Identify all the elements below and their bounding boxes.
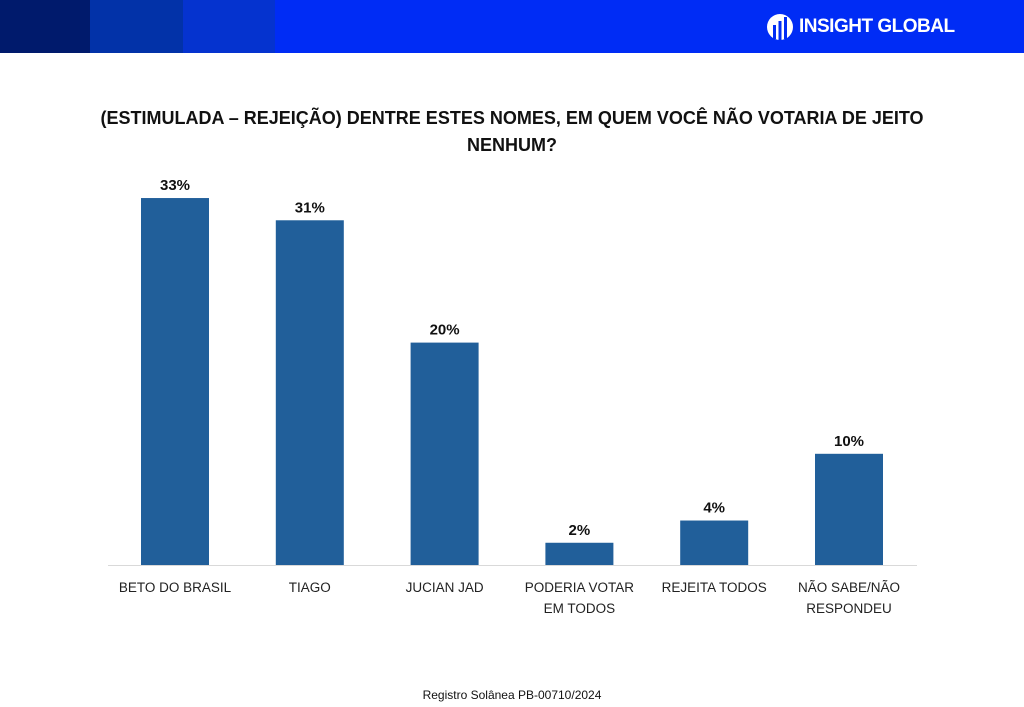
bar xyxy=(545,542,614,565)
x-tick-label: BETO DO BRASIL xyxy=(119,580,232,595)
bar xyxy=(410,342,479,565)
footer-note: Registro Solânea PB-00710/2024 xyxy=(422,688,602,702)
data-label: 20% xyxy=(430,322,460,339)
header-bar: INSIGHT GLOBAL xyxy=(0,0,1024,53)
bar xyxy=(680,520,749,565)
data-label: 33% xyxy=(160,177,190,194)
x-tick-label: NÃO SABE/NÃO xyxy=(798,580,900,595)
header-stripe xyxy=(0,0,90,53)
data-label: 4% xyxy=(703,500,725,517)
header-stripe xyxy=(90,0,183,53)
logo-icon xyxy=(767,14,793,40)
bar xyxy=(815,453,883,565)
header-stripe xyxy=(183,0,275,53)
bar xyxy=(141,198,209,566)
bar-chart: 33% BETO DO BRASIL 31% TIAGO 20% JUCIAN JAD 2%… xyxy=(108,177,917,616)
x-tick-label: RESPONDEU xyxy=(806,601,892,616)
x-tick-label: PODERIA VOTAR xyxy=(525,580,635,595)
data-label: 10% xyxy=(834,433,864,450)
data-label: 31% xyxy=(295,199,325,216)
x-tick-label: TIAGO xyxy=(289,580,331,595)
chart-title: (ESTIMULADA – REJEIÇÃO) DENTRE ESTES NOM… xyxy=(100,108,924,155)
x-tick-label: REJEITA TODOS xyxy=(662,580,767,595)
data-label: 2% xyxy=(569,522,591,539)
brand-name: INSIGHT GLOBAL xyxy=(799,16,955,37)
brand-logo: INSIGHT GLOBAL xyxy=(766,13,955,41)
x-tick-label: EM TODOS xyxy=(544,601,616,616)
x-tick-label: JUCIAN JAD xyxy=(406,580,484,595)
bar xyxy=(275,220,344,565)
